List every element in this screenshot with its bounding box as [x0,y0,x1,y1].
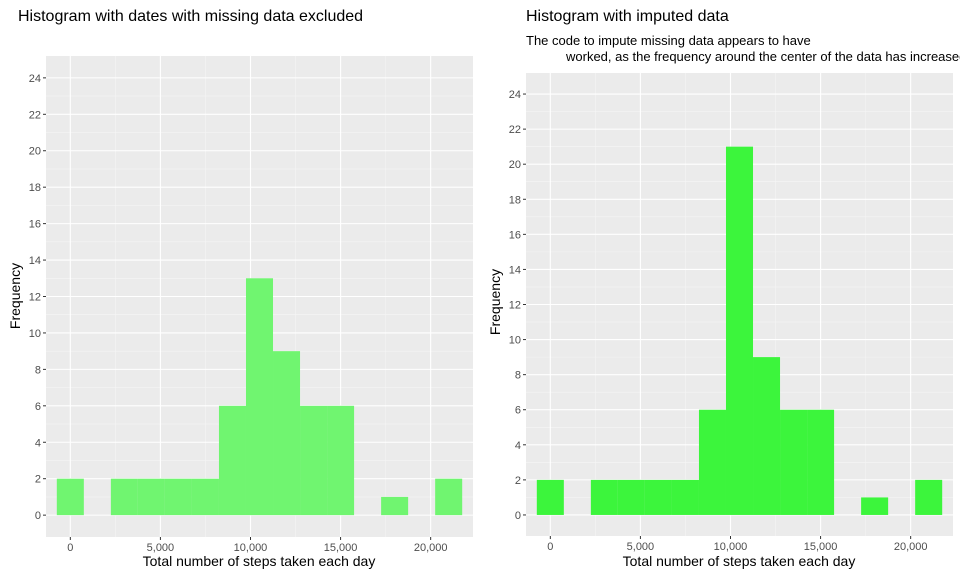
histogram-bar [435,478,463,516]
x-tick-label: 15,000 [804,541,838,553]
x-tick-label: 5,000 [627,541,655,553]
x-tick-label: 20,000 [414,542,448,554]
x-tick-label: 0 [67,542,73,554]
histogram-bar [671,479,699,515]
histogram-bar [617,479,645,515]
y-tick-label: 20 [29,146,41,158]
y-tick-label: 20 [509,159,521,171]
y-tick-label: 22 [509,124,521,136]
x-ticks: 0 5,000 10,000 15,000 20,000 [67,537,447,554]
histogram-bar [218,405,246,516]
histogram-bar [780,409,808,515]
y-tick-label: 8 [35,364,41,376]
histogram-bar [590,479,618,515]
histogram-bar [327,405,355,516]
y-tick-label: 0 [35,510,41,522]
histogram-bar [644,479,672,515]
y-tick-label: 24 [29,73,41,85]
x-tick-label: 15,000 [324,542,358,554]
chart-title: Histogram with imputed data [526,8,729,25]
x-axis-title: Total number of steps taken each day [143,553,376,569]
x-tick-label: 10,000 [714,541,748,553]
y-tick-label: 0 [515,510,521,522]
y-tick-label: 18 [29,182,41,194]
histogram-bar [381,496,409,516]
y-tick-label: 4 [35,437,41,449]
y-tick-label: 18 [509,194,521,206]
y-tick-label: 14 [29,255,41,267]
x-tick-label: 5,000 [147,542,175,554]
y-axis-title: Frequency [487,269,503,335]
y-axis-title: Frequency [7,263,23,329]
y-tick-label: 2 [35,474,41,486]
chart-title: Histogram with dates with missing data e… [18,8,363,25]
x-tick-label: 0 [547,541,553,553]
histogram-bar [273,351,301,516]
x-axis-title: Total number of steps taken each day [623,553,856,569]
histogram-bar [245,278,274,516]
histogram-bar [110,478,138,516]
histogram-bar [164,478,192,516]
bars [536,146,943,515]
y-tick-label: 4 [515,440,521,452]
histogram-bar [300,405,328,516]
histogram-bar [753,357,781,515]
y-tick-label: 22 [29,109,41,121]
y-tick-label: 10 [29,328,41,340]
histogram-bar [807,409,835,515]
y-tick-label: 24 [509,89,521,101]
histogram-bar [191,478,219,516]
bars [56,278,463,516]
histogram-bar [861,497,889,515]
y-tick-label: 6 [35,401,41,413]
y-tick-label: 10 [509,335,521,347]
y-tick-label: 6 [515,405,521,417]
y-tick-label: 16 [509,229,521,241]
x-ticks: 0 5,000 10,000 15,000 20,000 [547,536,927,553]
chart-subtitle-line-2: worked, as the frequency around the cent… [565,49,960,64]
y-tick-label: 12 [29,292,41,304]
histogram-bar [56,478,84,516]
y-tick-label: 2 [515,475,521,487]
histogram-bar [137,478,165,516]
histogram-bar [536,479,564,515]
chart-subtitle-line-1: The code to impute missing data appears … [526,33,811,48]
x-tick-label: 20,000 [894,541,928,553]
y-tick-label: 8 [515,370,521,382]
y-tick-label: 12 [509,300,521,312]
x-tick-label: 10,000 [234,542,268,554]
histogram-bar [725,146,754,515]
y-tick-label: 16 [29,219,41,231]
y-tick-label: 14 [509,264,521,276]
histogram-bar [915,479,943,515]
histogram-bar [698,409,726,515]
